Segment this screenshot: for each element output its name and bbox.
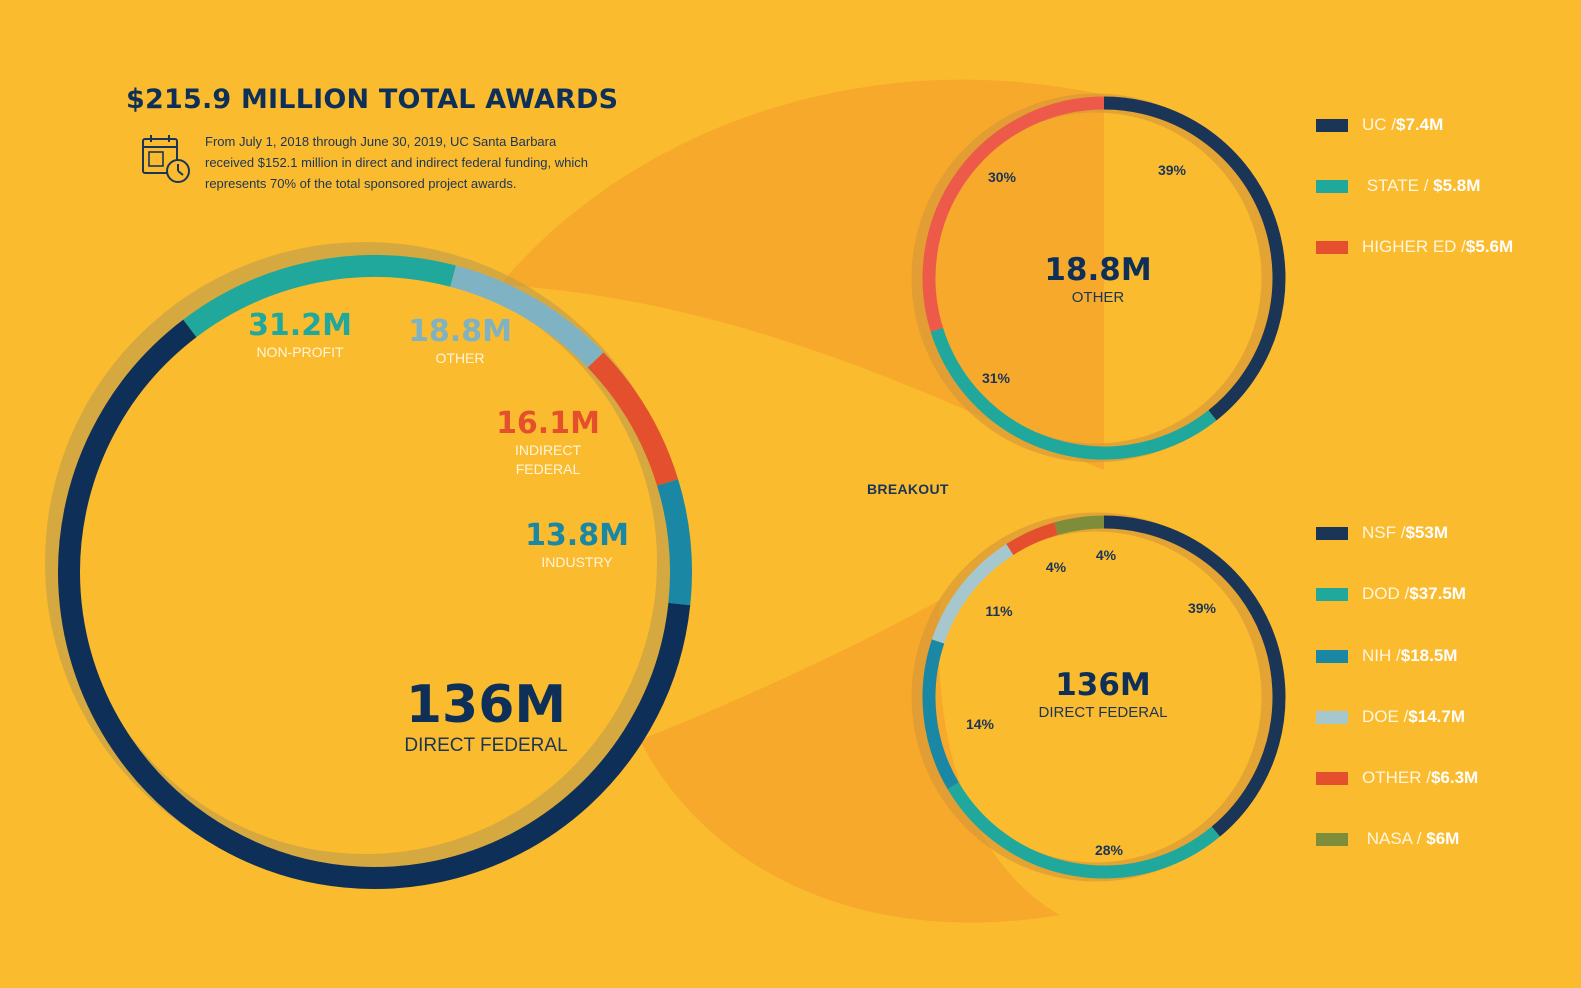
main-donut	[45, 242, 692, 889]
legend-value: $6M	[1426, 829, 1460, 848]
legend-item-nasa: NASA / $6M	[1316, 829, 1459, 849]
legend-value: $18.5M	[1400, 646, 1458, 665]
legend-name: NASA /	[1362, 829, 1427, 848]
label-other: 18.8M OTHER	[408, 314, 512, 368]
other-center-label: 18.8M OTHER	[1044, 252, 1151, 307]
legend-value: $5.8M	[1433, 176, 1481, 195]
name-industry: INDUSTRY	[541, 554, 613, 570]
label-direct-federal: 136M DIRECT FEDERAL	[404, 675, 567, 757]
pct-other: 4%	[1045, 559, 1067, 575]
legend-name: STATE /	[1362, 176, 1434, 195]
ring-segment-state	[930, 327, 1217, 460]
description-text: From July 1, 2018 through June 30, 2019,…	[205, 134, 588, 191]
federal-center-name: DIRECT FEDERAL	[1038, 704, 1168, 721]
legend-item-nsf: NSF / $53M	[1316, 523, 1448, 543]
legend-item-higher-ed: HIGHER ED / $5.6M	[1316, 237, 1513, 257]
breakout-label: BREAKOUT	[867, 481, 949, 497]
legend-item-uc: UC / $7.4M	[1316, 115, 1443, 135]
calendar-clock-icon	[142, 135, 190, 183]
other-center-value: 18.8M	[1044, 252, 1152, 288]
name-non-profit: NON-PROFIT	[256, 344, 344, 360]
ring-segment-uc	[1103, 96, 1286, 421]
label-indirect-federal: 16.1M INDIRECT FEDERAL	[496, 406, 600, 479]
ring-segment-direct-federal	[58, 319, 691, 889]
ring-segment-other	[450, 265, 604, 368]
legend-name: OTHER /	[1362, 768, 1431, 787]
ring-segment-industry	[657, 479, 692, 606]
value-direct-federal: 136M	[405, 675, 567, 735]
legend-value: $5.6M	[1465, 237, 1514, 256]
legend-swatch	[1316, 587, 1348, 601]
legend-swatch	[1316, 649, 1348, 663]
label-non-profit: 31.2M NON-PROFIT	[248, 308, 352, 362]
federal-center-label: 136M DIRECT FEDERAL	[1039, 667, 1168, 722]
ring-segment-nsf	[1103, 515, 1286, 837]
legend-name: HIGHER ED /	[1362, 237, 1466, 256]
pct-nsf: 39%	[1187, 600, 1217, 616]
legend-item-other: OTHER / $6.3M	[1316, 768, 1478, 788]
other-donut	[911, 93, 1286, 463]
legend-name: NIH /	[1362, 646, 1401, 665]
value-non-profit: 31.2M	[248, 308, 352, 343]
legend-value: $6.3M	[1430, 768, 1479, 787]
legend-swatch	[1316, 771, 1348, 785]
legend-value: $37.5M	[1409, 584, 1466, 603]
legend-item-doe: DOE / $14.7M	[1316, 707, 1465, 727]
label-industry: 13.8M INDUSTRY	[525, 518, 629, 572]
ring-segment-dod	[947, 782, 1220, 879]
federal-donut	[911, 512, 1286, 882]
pct-higher-ed: 30%	[987, 169, 1017, 185]
legend-swatch	[1316, 710, 1348, 724]
ring-segment-higher-ed	[922, 96, 1105, 332]
legend-swatch	[1316, 179, 1348, 193]
legend-swatch	[1316, 240, 1348, 254]
pct-nih: 14%	[965, 716, 995, 732]
ring-segment-other	[1006, 522, 1059, 556]
ring-segment-doe	[931, 544, 1014, 644]
pct-uc: 39%	[1157, 162, 1187, 178]
legend-name: UC /	[1362, 115, 1396, 134]
legend-name: DOD /	[1362, 584, 1410, 603]
legend-item-state: STATE / $5.8M	[1316, 176, 1480, 196]
name-direct-federal: DIRECT FEDERAL	[404, 735, 568, 756]
value-indirect-federal: 16.1M	[496, 406, 600, 441]
pct-state: 31%	[981, 370, 1011, 386]
legend-value: $14.7M	[1408, 707, 1465, 726]
name-indirect-federal-line2: FEDERAL	[515, 461, 581, 477]
legend-swatch	[1316, 526, 1348, 540]
pct-nasa: 4%	[1095, 547, 1117, 563]
name-indirect-federal-line1: INDIRECT	[514, 442, 582, 458]
value-industry: 13.8M	[525, 518, 629, 553]
ring-segment-indirect-federal	[587, 352, 679, 486]
legend-value: $53M	[1405, 523, 1448, 542]
pct-dod: 28%	[1094, 842, 1124, 858]
ring-segment-nih	[922, 639, 959, 789]
legend-swatch	[1316, 118, 1348, 132]
legend-value: $7.4M	[1396, 115, 1444, 134]
legend-item-dod: DOD / $37.5M	[1316, 584, 1466, 604]
page-title: $215.9 MILLION TOTAL AWARDS	[126, 84, 619, 115]
other-center-name: OTHER	[1071, 289, 1125, 306]
legend-name: DOE /	[1362, 707, 1409, 726]
ring-segment-nasa	[1054, 515, 1105, 535]
legend-swatch	[1316, 832, 1348, 846]
ring-segment-non-profit	[183, 255, 456, 338]
name-other: OTHER	[435, 350, 485, 366]
connector-lobe-bottom	[640, 600, 1060, 923]
value-other: 18.8M	[408, 314, 512, 349]
legend-name: NSF /	[1362, 523, 1406, 542]
federal-center-value: 136M	[1055, 667, 1151, 703]
legend-item-nih: NIH / $18.5M	[1316, 646, 1457, 666]
pct-doe: 11%	[985, 603, 1013, 619]
